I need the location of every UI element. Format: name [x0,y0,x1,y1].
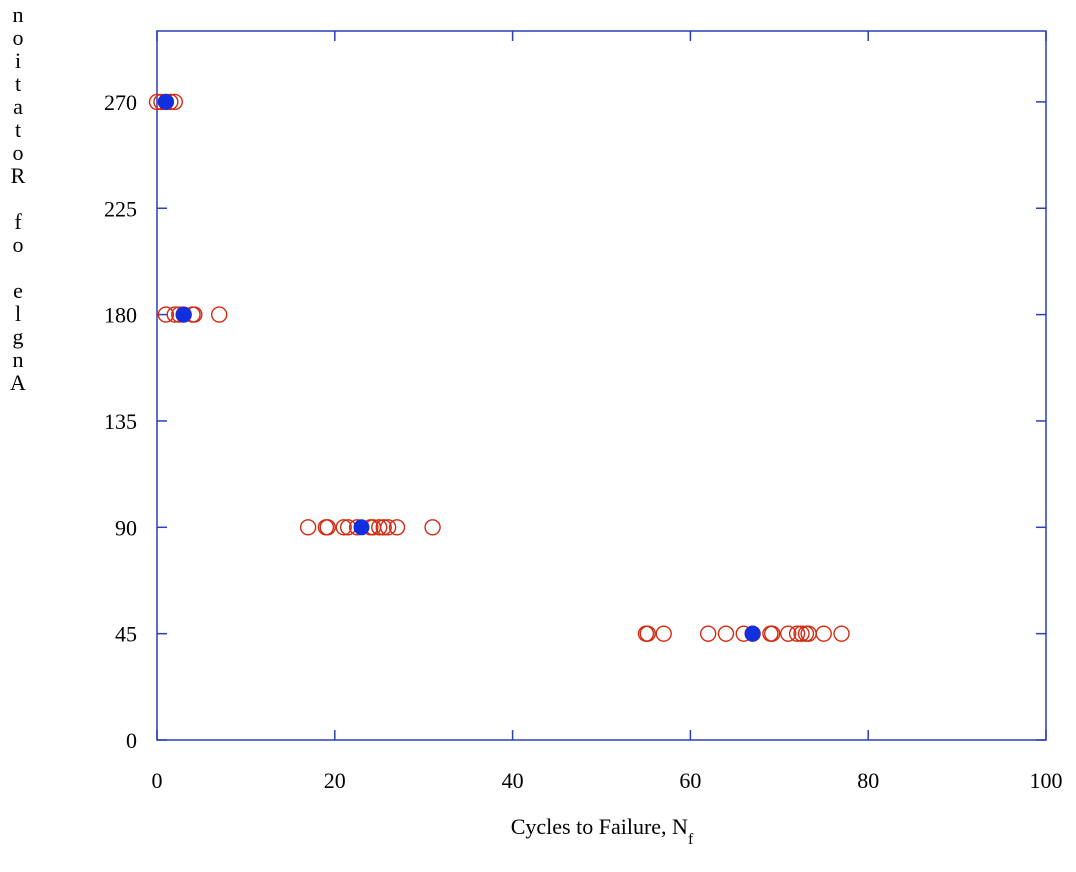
x-tick-label: 40 [502,768,524,793]
data-point-open [379,519,397,536]
plot-frame [156,30,1047,741]
data-point-mean [353,519,370,536]
y-tick-labels: 0 45 90 135 180 225 270 [104,90,137,753]
y-axis-title-char: o [13,232,24,257]
y-tick-label: 225 [104,196,137,221]
y-axis-title-char: o [13,25,24,50]
mean-markers [157,93,761,642]
x-tick-label: 0 [152,768,163,793]
y-tick-label: 90 [115,515,137,540]
y-tick-label: 135 [104,409,137,434]
y-axis-title-char: n [13,2,24,27]
plot-border [156,30,1047,741]
data-point-open [788,625,806,642]
data-point-open [388,519,406,536]
x-axis-title-subscript: f [688,831,694,848]
y-tick-label: 45 [115,622,137,647]
data-point-open [319,519,336,536]
x-tick-label: 60 [679,768,701,793]
x-tick-label: 20 [324,768,346,793]
y-tick-label: 270 [104,90,137,115]
data-point-open [335,519,352,536]
data-point-open [157,306,175,323]
x-axis-title: Cycles to Failure, Nf [511,814,694,848]
data-point-open [763,625,781,642]
data-point-open [639,625,656,642]
y-axis-title-char: e [13,278,23,303]
x-tick-labels: 0 20 40 60 80 100 [152,768,1063,793]
y-axis-title-char: o [13,140,24,165]
open-markers [148,93,850,642]
y-axis-title-char: A [10,370,26,395]
y-axis-title-char: i [15,48,21,73]
y-tick-label: 0 [126,728,137,753]
data-point-mean [157,93,174,110]
x-tick-label: 100 [1030,768,1063,793]
data-point-open [717,625,735,642]
y-axis-title-char: g [13,324,24,349]
data-point-open [779,625,797,642]
data-point-open [699,625,717,642]
data-point-open [833,625,850,642]
y-axis-title-char: t [15,71,21,96]
y-axis-title-char: R [11,163,26,188]
data-point-open [299,519,317,536]
data-point-open [424,519,441,536]
y-axis-title-char: t [15,117,21,142]
data-point-mean [744,625,761,642]
x-tick-label: 80 [857,768,879,793]
axis-ticks [156,31,1047,741]
y-axis-title-char: f [14,209,22,234]
data-point-mean [175,306,192,323]
data-point-open [211,306,228,323]
y-tick-label: 180 [104,303,137,328]
y-axis-title-char: n [13,347,24,372]
y-axis-title-char: l [15,301,21,326]
data-point-open [815,625,832,642]
data-point-open [793,625,810,642]
data-point-open [375,519,392,536]
data-point-open [371,519,388,536]
data-point-open [655,625,672,642]
y-axis-title-char: a [13,94,23,119]
